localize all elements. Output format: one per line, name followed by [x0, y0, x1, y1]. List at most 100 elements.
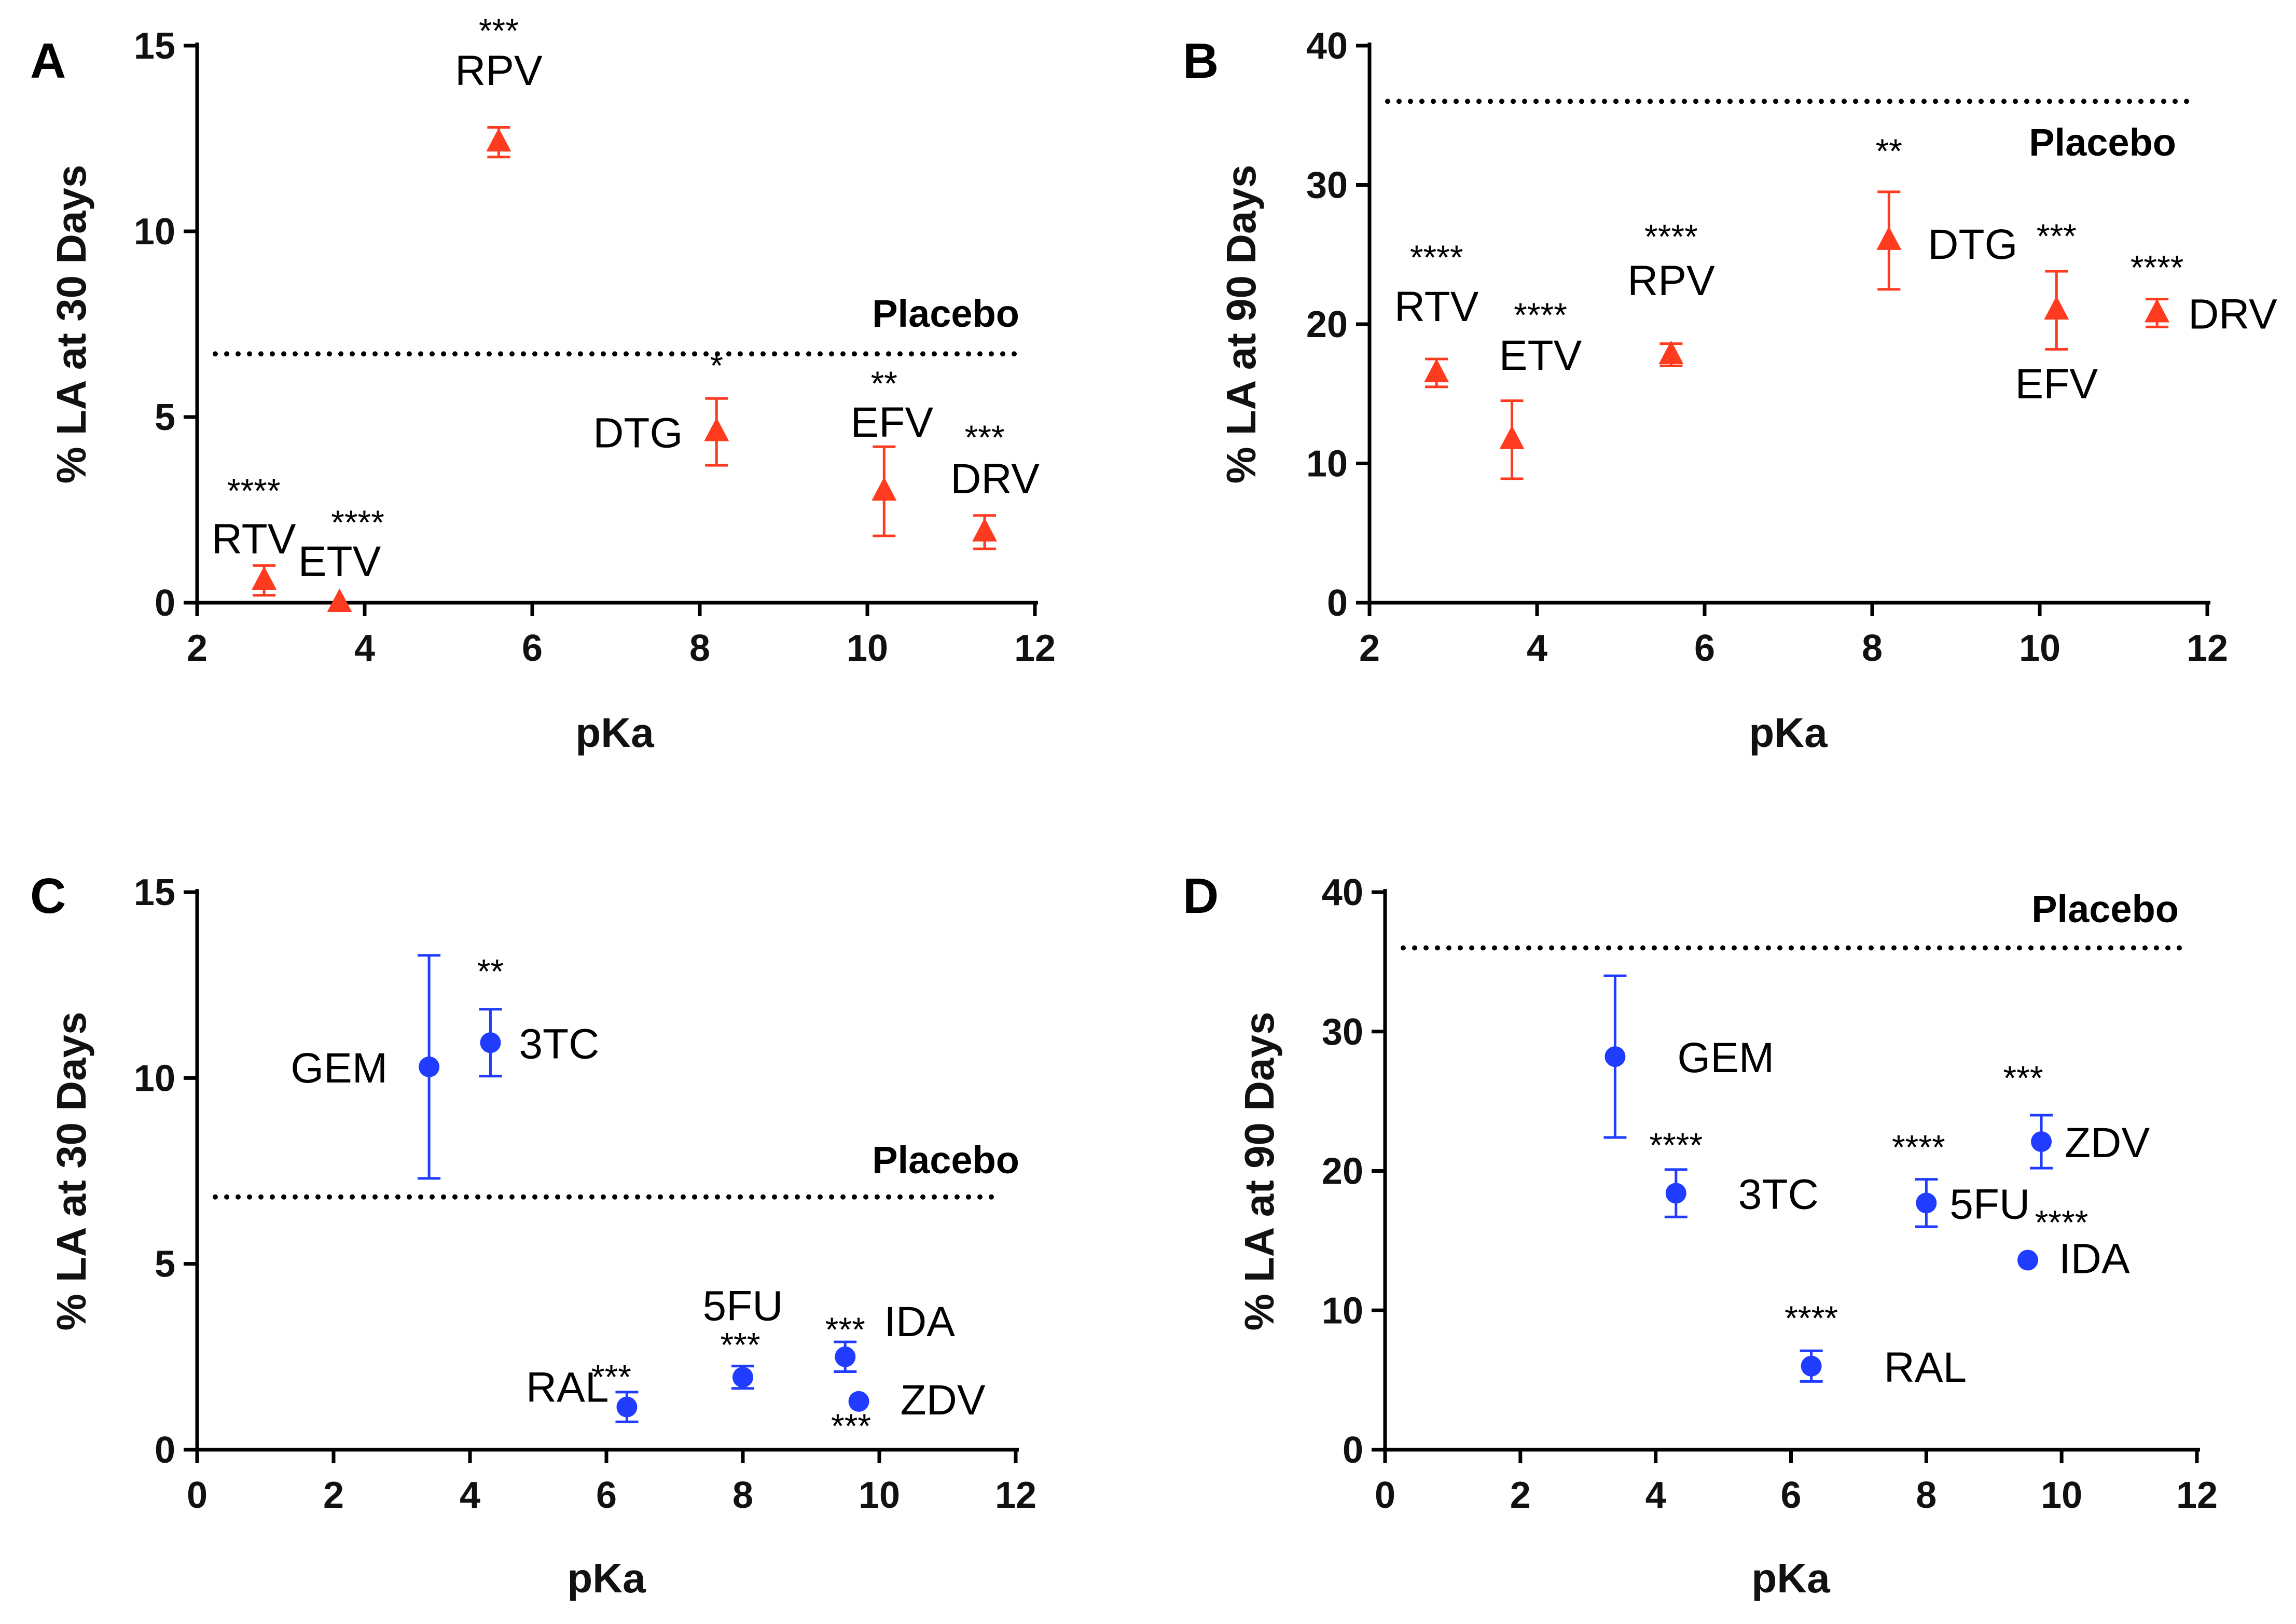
- placebo-label: Placebo: [872, 292, 1019, 335]
- y-tick-label: 5: [155, 397, 175, 438]
- point-label: ETV: [1499, 332, 1582, 379]
- y-tick-label: 10: [1306, 443, 1348, 485]
- circle-marker: [419, 1056, 440, 1077]
- significance-label: **: [477, 952, 504, 990]
- data-point-gem: GEM: [1603, 974, 1774, 1139]
- y-axis-title: % LA at 30 Days: [48, 1011, 94, 1330]
- significance-label: **: [1876, 132, 1902, 170]
- point-label: RTV: [1394, 283, 1479, 330]
- x-tick-label: 8: [732, 1475, 753, 1516]
- point-label: RTV: [212, 516, 296, 563]
- circle-marker: [2031, 1131, 2052, 1153]
- data-point-etv: ETV****: [298, 503, 384, 612]
- y-tick-label: 10: [134, 1058, 175, 1099]
- circle-marker: [848, 1391, 869, 1412]
- circle-marker: [2017, 1250, 2038, 1271]
- triangle-marker: [1499, 425, 1525, 449]
- panel-letter: A: [30, 33, 66, 89]
- circle-marker: [1801, 1355, 1822, 1377]
- x-tick-label: 12: [2176, 1475, 2218, 1516]
- y-tick-label: 20: [1306, 304, 1348, 345]
- point-label: DRV: [2188, 291, 2277, 338]
- y-axis-title: % LA at 90 Days: [1218, 164, 1264, 483]
- panel-c: C 0 5 10 15 0 2 4 6 8 10 12 pKa % LA at 30 Days Placeb…: [30, 868, 1036, 1601]
- data-point-zdv: ZDV ***: [831, 1377, 986, 1445]
- x-tick-label: 2: [187, 628, 208, 669]
- panel-letter: D: [1183, 868, 1219, 924]
- x-tick-label: 4: [1527, 628, 1547, 669]
- point-label: 5FU: [703, 1282, 783, 1329]
- significance-label: ****: [1785, 1299, 1838, 1337]
- circle-marker: [616, 1396, 638, 1418]
- triangle-marker: [252, 566, 277, 590]
- circle-marker: [835, 1346, 856, 1367]
- triangle-marker: [1658, 340, 1684, 365]
- y-tick-label: 0: [155, 582, 175, 624]
- point-label: RPV: [455, 47, 543, 94]
- data-point-gem: GEM: [291, 954, 441, 1180]
- point-label: IDA: [884, 1298, 955, 1345]
- significance-label: ****: [2131, 248, 2184, 287]
- point-label: ZDV: [901, 1377, 986, 1424]
- significance-label: ****: [1649, 1126, 1703, 1164]
- data-point-etv: ETV****: [1499, 296, 1582, 480]
- point-label: 3TC: [519, 1020, 599, 1067]
- x-tick-label: 12: [1014, 628, 1056, 669]
- data-point-5fu: 5FU****: [1892, 1128, 2030, 1228]
- significance-label: ***: [965, 418, 1005, 456]
- data-point-drv: DRV***: [950, 418, 1040, 550]
- significance-label: *: [710, 346, 723, 385]
- point-label: RAL: [526, 1364, 609, 1411]
- data-point-dtg: DTG **: [1876, 132, 2017, 291]
- significance-label: ***: [2003, 1059, 2043, 1097]
- data-point-zdv: ZDV ***: [2003, 1059, 2150, 1170]
- significance-label: ***: [479, 11, 519, 50]
- x-tick-label: 0: [187, 1475, 208, 1516]
- significance-label: ****: [2035, 1203, 2088, 1242]
- significance-label: **: [871, 364, 897, 402]
- triangle-marker: [972, 518, 998, 542]
- x-tick-label: 2: [323, 1475, 344, 1516]
- x-tick-label: 10: [859, 1475, 900, 1516]
- point-label: RAL: [1884, 1344, 1967, 1391]
- triangle-marker: [704, 418, 729, 441]
- significance-label: ****: [1644, 217, 1698, 256]
- x-axis-title: pKa: [575, 710, 654, 756]
- circle-marker: [1665, 1183, 1686, 1204]
- point-label: 3TC: [1738, 1171, 1819, 1218]
- panel-letter: C: [30, 868, 66, 924]
- point-label: ZDV: [2065, 1119, 2150, 1167]
- x-tick-label: 4: [460, 1475, 480, 1516]
- x-tick-label: 2: [1510, 1475, 1531, 1516]
- significance-label: ***: [591, 1358, 631, 1396]
- y-tick-label: 30: [1306, 165, 1348, 206]
- point-label: RPV: [1627, 257, 1715, 304]
- panel-d: D 0 10 20 30 40 0 2 4 6 8 10 12 pKa % LA at 90 Days Pla…: [1183, 868, 2218, 1601]
- y-tick-label: 40: [1306, 25, 1348, 67]
- point-label: EFV: [851, 399, 934, 446]
- significance-label: ***: [825, 1310, 865, 1349]
- point-label: ETV: [298, 538, 381, 585]
- x-tick-label: 2: [1359, 628, 1380, 669]
- point-label: GEM: [1677, 1034, 1774, 1081]
- point-label: IDA: [2059, 1236, 2130, 1283]
- y-tick-label: 30: [1322, 1011, 1363, 1053]
- y-tick-label: 10: [1322, 1290, 1363, 1331]
- x-tick-label: 6: [596, 1475, 617, 1516]
- significance-label: ***: [720, 1325, 760, 1364]
- x-tick-label: 8: [689, 628, 710, 669]
- x-tick-label: 4: [354, 628, 375, 669]
- x-tick-label: 10: [847, 628, 888, 669]
- data-point-rpv: RPV***: [455, 11, 543, 159]
- triangle-marker: [1876, 226, 1902, 250]
- point-label: DTG: [593, 410, 683, 457]
- significance-label: ****: [1410, 238, 1463, 276]
- x-axis-title: pKa: [567, 1555, 646, 1601]
- x-tick-label: 6: [1780, 1475, 1801, 1516]
- x-axis-title: pKa: [1749, 710, 1828, 756]
- significance-label: ****: [1892, 1128, 1945, 1166]
- data-point-3tc: 3TC ****: [1649, 1126, 1819, 1218]
- point-label: EFV: [2015, 360, 2098, 408]
- placebo-label: Placebo: [2031, 887, 2179, 931]
- circle-marker: [732, 1367, 753, 1388]
